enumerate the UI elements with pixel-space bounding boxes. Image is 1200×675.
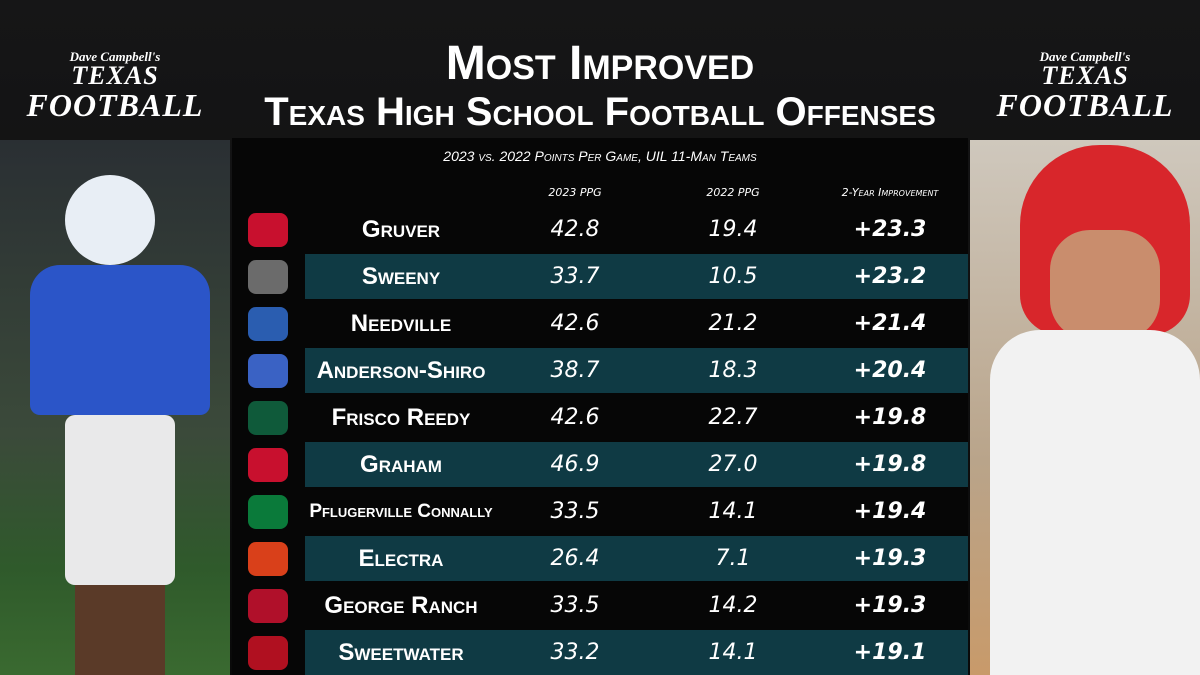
ppg-2023: 46.9	[550, 452, 600, 477]
column-header: 2022 PPG	[706, 186, 760, 199]
improvement: +23.3	[853, 217, 927, 242]
improvement: +21.4	[853, 311, 927, 336]
ppg-2023: 42.6	[550, 311, 600, 336]
helmet	[65, 175, 155, 265]
table-panel	[232, 138, 968, 675]
row-band	[305, 536, 968, 581]
team-name: Needville	[350, 310, 452, 337]
brand-logo: Dave Campbell's TEXAS FOOTBALL	[975, 50, 1195, 121]
ppg-2022: 19.4	[708, 217, 758, 242]
ppg-2023: 33.5	[550, 499, 600, 524]
team-name: Frisco Reedy	[331, 404, 471, 431]
brand-text: FOOTBALL	[996, 87, 1174, 123]
improvement: +19.8	[853, 405, 927, 430]
pants	[65, 415, 175, 585]
team-logo	[248, 636, 288, 670]
team-logo	[248, 354, 288, 388]
brand-byline: Dave Campbell's	[1039, 49, 1131, 64]
face	[1050, 230, 1160, 340]
ppg-2023: 33.2	[550, 640, 600, 665]
team-logo	[248, 260, 288, 294]
team-logo	[248, 589, 288, 623]
team-logo	[248, 401, 288, 435]
jersey	[990, 330, 1200, 675]
team-name: Sweeny	[361, 263, 441, 290]
row-band	[305, 442, 968, 487]
team-name: Anderson-Shiro	[316, 357, 486, 384]
row-band	[305, 348, 968, 393]
ppg-2022: 18.3	[708, 358, 758, 383]
ppg-2023: 33.5	[550, 593, 600, 618]
ppg-2022: 14.1	[708, 499, 758, 524]
improvement: +19.8	[853, 452, 927, 477]
ppg-2023: 26.4	[550, 546, 600, 571]
ppg-2023: 33.7	[550, 264, 600, 289]
team-logo	[248, 448, 288, 482]
legs	[75, 585, 165, 675]
ppg-2023: 42.8	[550, 217, 600, 242]
caption: 2023 vs. 2022 Points Per Game, UIL 11-Ma…	[443, 148, 757, 164]
ppg-2022: 7.1	[715, 546, 751, 571]
brand-byline: Dave Campbell's	[69, 49, 161, 64]
improvement: +19.3	[853, 546, 927, 571]
title: Texas High School Football Offenses	[264, 90, 936, 134]
team-logo	[248, 213, 288, 247]
jersey	[30, 265, 210, 415]
improvement: +19.3	[853, 593, 927, 618]
brand-text: TEXAS	[71, 61, 159, 90]
team-logo	[248, 495, 288, 529]
ppg-2022: 22.7	[708, 405, 758, 430]
team-name: Pflugerville Connally	[309, 501, 493, 522]
brand-text: FOOTBALL	[26, 87, 204, 123]
ppg-2023: 38.7	[550, 358, 600, 383]
improvement: +23.2	[853, 264, 927, 289]
ppg-2023: 42.6	[550, 405, 600, 430]
improvement: +19.4	[853, 499, 927, 524]
team-logo	[248, 542, 288, 576]
improvement: +20.4	[853, 358, 927, 383]
row-band	[305, 254, 968, 299]
ppg-2022: 21.2	[708, 311, 758, 336]
brand-logo: Dave Campbell's TEXAS FOOTBALL	[5, 50, 225, 121]
team-name: Graham	[360, 451, 442, 478]
right-photo	[970, 140, 1200, 675]
team-name: Electra	[358, 545, 444, 572]
team-logo	[248, 307, 288, 341]
ppg-2022: 10.5	[708, 264, 758, 289]
title: Most Improved	[445, 37, 755, 90]
team-name: George Ranch	[324, 592, 478, 619]
improvement: +19.1	[853, 640, 927, 665]
brand-text: TEXAS	[1041, 61, 1129, 90]
left-photo	[0, 140, 230, 675]
row-band	[305, 630, 968, 675]
ppg-2022: 14.2	[708, 593, 758, 618]
column-header: 2-Year Improvement	[841, 186, 939, 199]
column-header: 2023 PPG	[548, 186, 602, 199]
ppg-2022: 27.0	[708, 452, 758, 477]
team-name: Gruver	[361, 216, 441, 243]
team-name: Sweetwater	[338, 639, 464, 666]
ppg-2022: 14.1	[708, 640, 758, 665]
